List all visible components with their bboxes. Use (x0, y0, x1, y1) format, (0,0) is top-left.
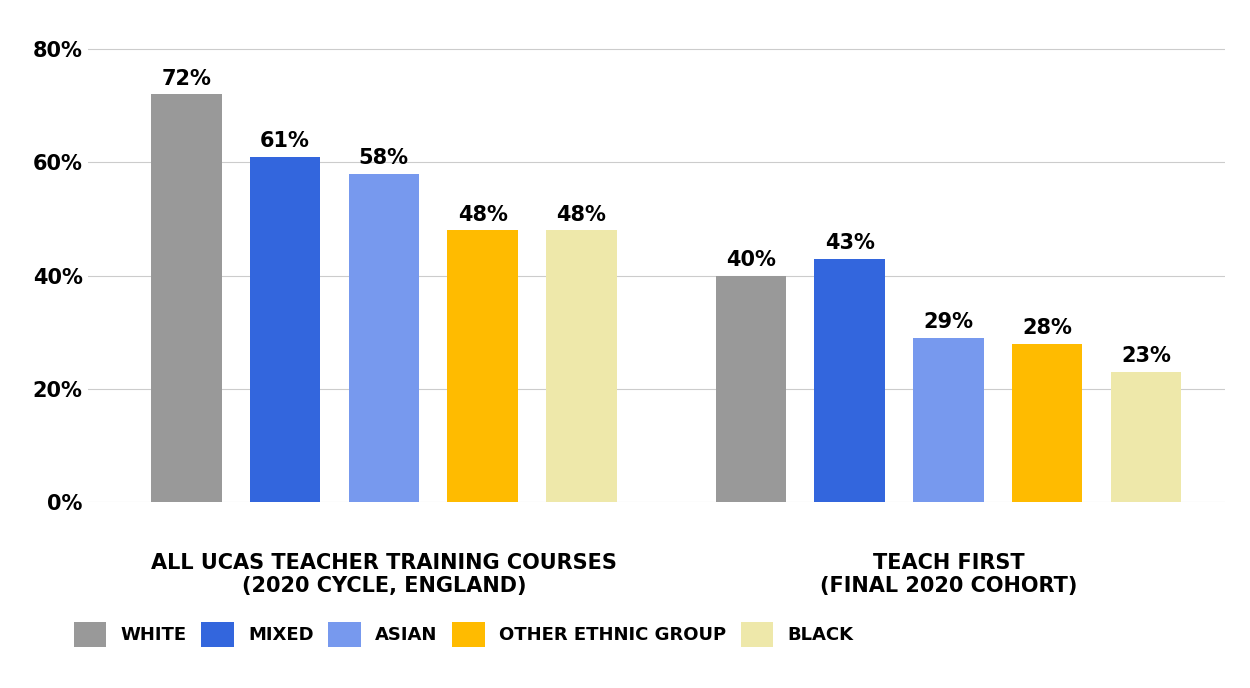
Legend: WHITE, MIXED, ASIAN, OTHER ETHNIC GROUP, BLACK: WHITE, MIXED, ASIAN, OTHER ETHNIC GROUP,… (74, 622, 854, 647)
Bar (151, 94, 221, 502)
Text: TEACH FIRST
(FINAL 2020 COHORT): TEACH FIRST (FINAL 2020 COHORT) (820, 553, 1078, 596)
Text: ALL UCAS TEACHER TRAINING COURSES
(2020 CYCLE, ENGLAND): ALL UCAS TEACHER TRAINING COURSES (2020 … (151, 553, 616, 596)
Text: 58%: 58% (359, 148, 409, 168)
Bar (349, 173, 419, 502)
Text: 40%: 40% (726, 250, 776, 270)
Text: 72%: 72% (161, 69, 211, 89)
Text: 61%: 61% (260, 131, 310, 151)
Bar (448, 230, 518, 502)
Text: 28%: 28% (1022, 318, 1072, 338)
Bar (912, 338, 984, 502)
Bar (814, 259, 885, 502)
Bar (250, 157, 320, 502)
Text: 48%: 48% (458, 204, 508, 224)
Bar (1013, 343, 1082, 502)
Bar (1111, 372, 1181, 502)
Text: 43%: 43% (825, 233, 875, 253)
Text: 29%: 29% (924, 312, 974, 332)
Bar (546, 230, 616, 502)
Text: 48%: 48% (556, 204, 606, 224)
Text: 23%: 23% (1121, 346, 1171, 366)
Bar (715, 276, 786, 502)
